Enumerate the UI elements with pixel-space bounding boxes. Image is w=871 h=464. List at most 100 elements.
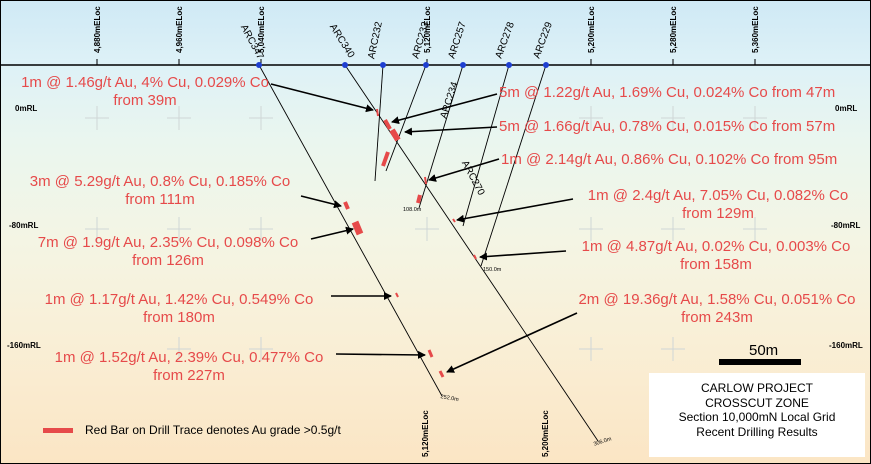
intercept-bar [438, 370, 445, 378]
intercept-bar [452, 218, 456, 223]
grid-cross [661, 217, 685, 241]
scale-label: 50m [749, 342, 779, 359]
intercept-text: from 158m [680, 256, 752, 273]
drill-trace-arc229 [480, 64, 547, 267]
collar-marker [543, 62, 549, 68]
intercept-text: 1m @ 2.4g/t Au, 7.05% Cu, 0.082% Co [587, 187, 849, 204]
drill-trace-arc347 [258, 64, 443, 397]
intercept-text: from 39m [113, 92, 177, 109]
intercept-bar [427, 349, 434, 358]
grid-cross [85, 217, 109, 241]
title-line: CARLOW PROJECT [700, 381, 813, 395]
grid-cross [249, 106, 273, 130]
collar-marker [342, 62, 348, 68]
easting-label: 4,880mELoc [93, 6, 102, 53]
annotation-arrow [456, 198, 574, 223]
grid-cross [661, 106, 685, 130]
grid-crosses [85, 106, 767, 361]
intercept-text: 2m @ 19.36g/t Au, 1.58% Cu, 0.051% Co [578, 291, 856, 308]
annotation-arrow [428, 158, 500, 182]
intercept-bar [343, 201, 350, 210]
drill-trace-arc278 [462, 64, 510, 227]
annotation-arrow [446, 312, 578, 373]
grid-cross [579, 106, 603, 130]
annotation-arrow [404, 126, 498, 136]
grid-cross [167, 337, 191, 361]
title-line: CROSSCUT ZONE [705, 395, 809, 410]
grid-cross [743, 217, 767, 241]
drill-trace-arc257 [418, 64, 464, 209]
intercept-text: from 111m [125, 191, 195, 208]
intercept-annotation: 1m @ 1.52g/t Au, 2.39% Cu, 0.477% Co fro… [41, 349, 337, 385]
intercept-bar [424, 176, 427, 185]
intercept-annotation: 1m @ 1.17g/t Au, 1.42% Cu, 0.549% Co fro… [31, 291, 327, 327]
intercept-annotation: 5m @ 1.22g/t Au, 1.69% Cu, 0.024% Co fro… [499, 84, 835, 102]
intercept-text: from 129m [682, 205, 754, 222]
intercept-text: from 227m [153, 367, 225, 384]
intercept-bar [383, 119, 392, 130]
intercept-bar [381, 151, 390, 167]
intercept-text: 5m @ 1.22g/t Au, 1.69% Cu, 0.024% Co fro… [499, 84, 836, 101]
legend-swatch [43, 428, 73, 433]
intercept-annotation: 1m @ 4.87g/t Au, 0.02% Cu, 0.003% Co fro… [568, 238, 864, 274]
easting-label-bottom: 5,200mELoc [541, 410, 550, 457]
intercept-annotation: 5m @ 1.66g/t Au, 0.78% Cu, 0.015% Co fro… [499, 118, 835, 136]
drill-trace-arc232 [374, 64, 384, 182]
rl-label: -80mRL [9, 221, 39, 230]
intercept-text: from 126m [132, 252, 204, 269]
collar-marker [256, 62, 262, 68]
rl-label: -160mRL [7, 341, 41, 350]
collar-marker [506, 62, 512, 68]
grid-cross [579, 337, 603, 361]
intercept-text: 1m @ 1.52g/t Au, 2.39% Cu, 0.477% Co [54, 349, 324, 366]
collar-marker [380, 62, 386, 68]
intercept-bar [351, 220, 364, 236]
grid-cross [661, 337, 685, 361]
intercept-annotation: 7m @ 1.9g/t Au, 2.35% Cu, 0.098% Co from… [25, 234, 311, 270]
title-line: Section 10,000mN Local Grid [678, 410, 836, 424]
collar-marker [423, 62, 429, 68]
intercept-text: 1m @ 2.14g/t Au, 0.86% Cu, 0.102% Co fro… [501, 151, 838, 168]
intercept-text: from 180m [143, 309, 215, 326]
annotation-arrow [391, 93, 498, 125]
legend-text: Red Bar on Drill Trace denotes Au grade … [85, 423, 341, 437]
grid-cross [85, 106, 109, 130]
grid-cross [167, 217, 191, 241]
intercept-bar [416, 194, 422, 204]
end-depth-label: 108.0m [403, 207, 422, 213]
intercept-annotation: 1m @ 2.4g/t Au, 7.05% Cu, 0.082% Co from… [575, 187, 861, 223]
grid-cross [249, 217, 273, 241]
grid-cross [743, 106, 767, 130]
easting-label: 4,960mELoc [175, 6, 184, 53]
collar-marker [460, 62, 466, 68]
grid-cross [415, 217, 439, 241]
grid-cross [249, 337, 273, 361]
annotation-arrow [300, 195, 342, 209]
rl-label: -160mRL [829, 341, 863, 350]
intercept-annotation: 1m @ 1.46g/t Au, 4% Cu, 0.029% Co from 3… [9, 74, 281, 110]
intercept-bar [376, 108, 379, 117]
easting-label: 5,280mELoc [669, 6, 678, 53]
end-depth-label: 150.0m [483, 267, 502, 273]
intercept-text: 1m @ 4.87g/t Au, 0.02% Cu, 0.003% Co [581, 238, 851, 255]
intercept-bar [395, 292, 399, 298]
intercept-annotation: 3m @ 5.29g/t Au, 0.8% Cu, 0.185% Co from… [21, 173, 299, 209]
rl-label: 0mRL [15, 104, 38, 113]
rl-label: -80mRL [831, 221, 861, 230]
annotation-arrow [479, 250, 567, 261]
intercept-text: 1m @ 1.46g/t Au, 4% Cu, 0.029% Co [21, 74, 269, 91]
title-block: CARLOW PROJECT CROSSCUT ZONE Section 10,… [649, 373, 865, 457]
intercept-annotation: 2m @ 19.36g/t Au, 1.58% Cu, 0.051% Co fr… [566, 291, 868, 327]
easting-label-bottom: 5,120mELoc [421, 410, 430, 457]
scale-bar [719, 359, 801, 365]
grid-cross [167, 106, 191, 130]
intercept-text: 3m @ 5.29g/t Au, 0.8% Cu, 0.185% Co [29, 173, 291, 190]
intercept-text: 7m @ 1.9g/t Au, 2.35% Cu, 0.098% Co [37, 234, 299, 251]
intercept-text: 1m @ 1.17g/t Au, 1.42% Cu, 0.549% Co [44, 291, 314, 308]
easting-label: 5,200mELoc [587, 6, 596, 53]
annotation-arrow [270, 83, 374, 113]
title-line: Recent Drilling Results [696, 424, 818, 439]
intercept-annotation: 1m @ 2.14g/t Au, 0.86% Cu, 0.102% Co fro… [501, 151, 837, 169]
